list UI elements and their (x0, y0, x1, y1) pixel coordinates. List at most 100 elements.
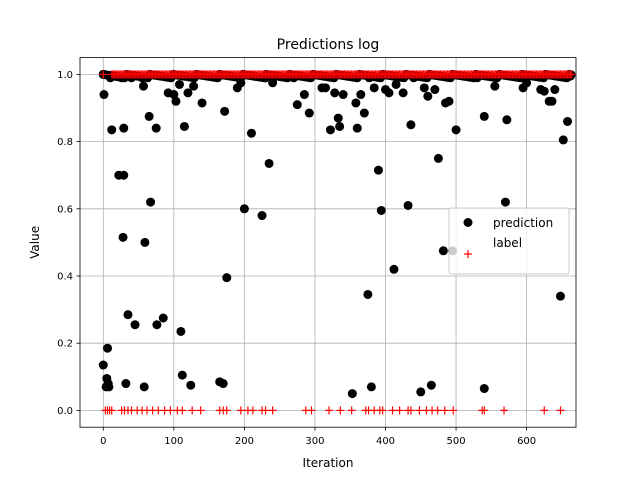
label-point (107, 406, 116, 415)
prediction-point (479, 111, 489, 121)
prediction-point (197, 98, 207, 108)
prediction-point (140, 237, 150, 247)
prediction-point (403, 200, 413, 210)
prediction-point (338, 90, 348, 100)
prediction-point (490, 81, 500, 91)
prediction-point (335, 121, 345, 131)
prediction-point (416, 387, 426, 397)
label-point (336, 406, 345, 415)
chart-title: Predictions log (277, 37, 380, 53)
y-axis-label: Value (28, 226, 42, 259)
label-point (378, 406, 387, 415)
legend-box (448, 207, 570, 275)
prediction-point (430, 85, 440, 95)
prediction-point (220, 106, 230, 116)
label-point (261, 406, 270, 415)
prediction-point (500, 197, 510, 207)
label-point (166, 406, 175, 415)
prediction-point (522, 78, 532, 88)
prediction-point (123, 310, 133, 320)
prediction-point (107, 125, 117, 135)
prediction-point (347, 389, 357, 399)
prediction-point (103, 343, 113, 353)
label-point (500, 406, 509, 415)
prediction-point (555, 291, 565, 301)
prediction-point (292, 100, 302, 110)
prediction-point (186, 380, 196, 390)
prediction-point (366, 382, 376, 392)
label-point (188, 406, 197, 415)
prediction-point (330, 88, 340, 98)
label-point (433, 406, 442, 415)
prediction-point (550, 85, 560, 95)
prediction-point (352, 123, 362, 133)
legend-label-label: label (493, 236, 522, 250)
data-points (98, 69, 576, 415)
x-tick-label: 600 (517, 436, 536, 447)
x-tick-label: 300 (305, 436, 324, 447)
label-point (540, 406, 549, 415)
y-tick-label: 1.0 (57, 70, 73, 81)
prediction-point (304, 108, 314, 118)
legend: prediction label (448, 207, 570, 275)
prediction-point (363, 289, 373, 299)
label-point (347, 406, 356, 415)
label-point (268, 406, 277, 415)
prediction-point (563, 116, 573, 126)
label-point (236, 406, 245, 415)
prediction-point (438, 246, 448, 256)
x-tick-label: 100 (164, 436, 183, 447)
prediction-point (398, 88, 408, 98)
prediction-point (158, 313, 168, 323)
y-tick-label: 0.4 (57, 272, 73, 283)
prediction-point (333, 113, 343, 123)
prediction-point (151, 123, 161, 133)
y-tick-label: 0.0 (57, 406, 73, 417)
x-tick-label: 200 (235, 436, 254, 447)
prediction-point (384, 88, 394, 98)
prediction-point (389, 264, 399, 274)
prediction-point (118, 232, 128, 242)
label-point (325, 406, 334, 415)
label-point (222, 406, 231, 415)
y-tick-label: 0.6 (57, 204, 73, 215)
label-point (395, 406, 404, 415)
y-tick-label: 0.8 (57, 137, 73, 148)
prediction-point (144, 111, 154, 121)
prediction-point (146, 197, 156, 207)
prediction-point (177, 370, 187, 380)
label-point (567, 70, 576, 79)
prediction-point (257, 211, 267, 221)
prediction-point (246, 128, 256, 138)
legend-label-marker (464, 250, 472, 258)
legend-prediction-label: prediction (493, 216, 553, 230)
prediction-point (236, 78, 246, 88)
label-point (388, 406, 397, 415)
label-point (440, 406, 449, 415)
prediction-point (176, 326, 186, 336)
prediction-point (351, 98, 361, 108)
prediction-point (104, 382, 114, 392)
prediction-point (119, 123, 129, 133)
prediction-point (359, 108, 369, 118)
label-point (556, 406, 565, 415)
prediction-point (502, 115, 512, 125)
prediction-point (139, 382, 149, 392)
prediction-point (539, 86, 549, 96)
x-tick-label: 0 (100, 436, 106, 447)
prediction-point (179, 121, 189, 131)
prediction-point (268, 78, 278, 88)
prediction-point (264, 158, 274, 168)
prediction-point (547, 96, 557, 106)
label-point (480, 406, 489, 415)
prediction-point (451, 125, 461, 135)
prediction-point (130, 320, 140, 330)
prediction-point (444, 96, 454, 106)
prediction-point (171, 96, 181, 106)
prediction-point (299, 90, 309, 100)
label-point (307, 406, 316, 415)
prediction-point (426, 380, 436, 390)
prediction-point (373, 165, 383, 175)
